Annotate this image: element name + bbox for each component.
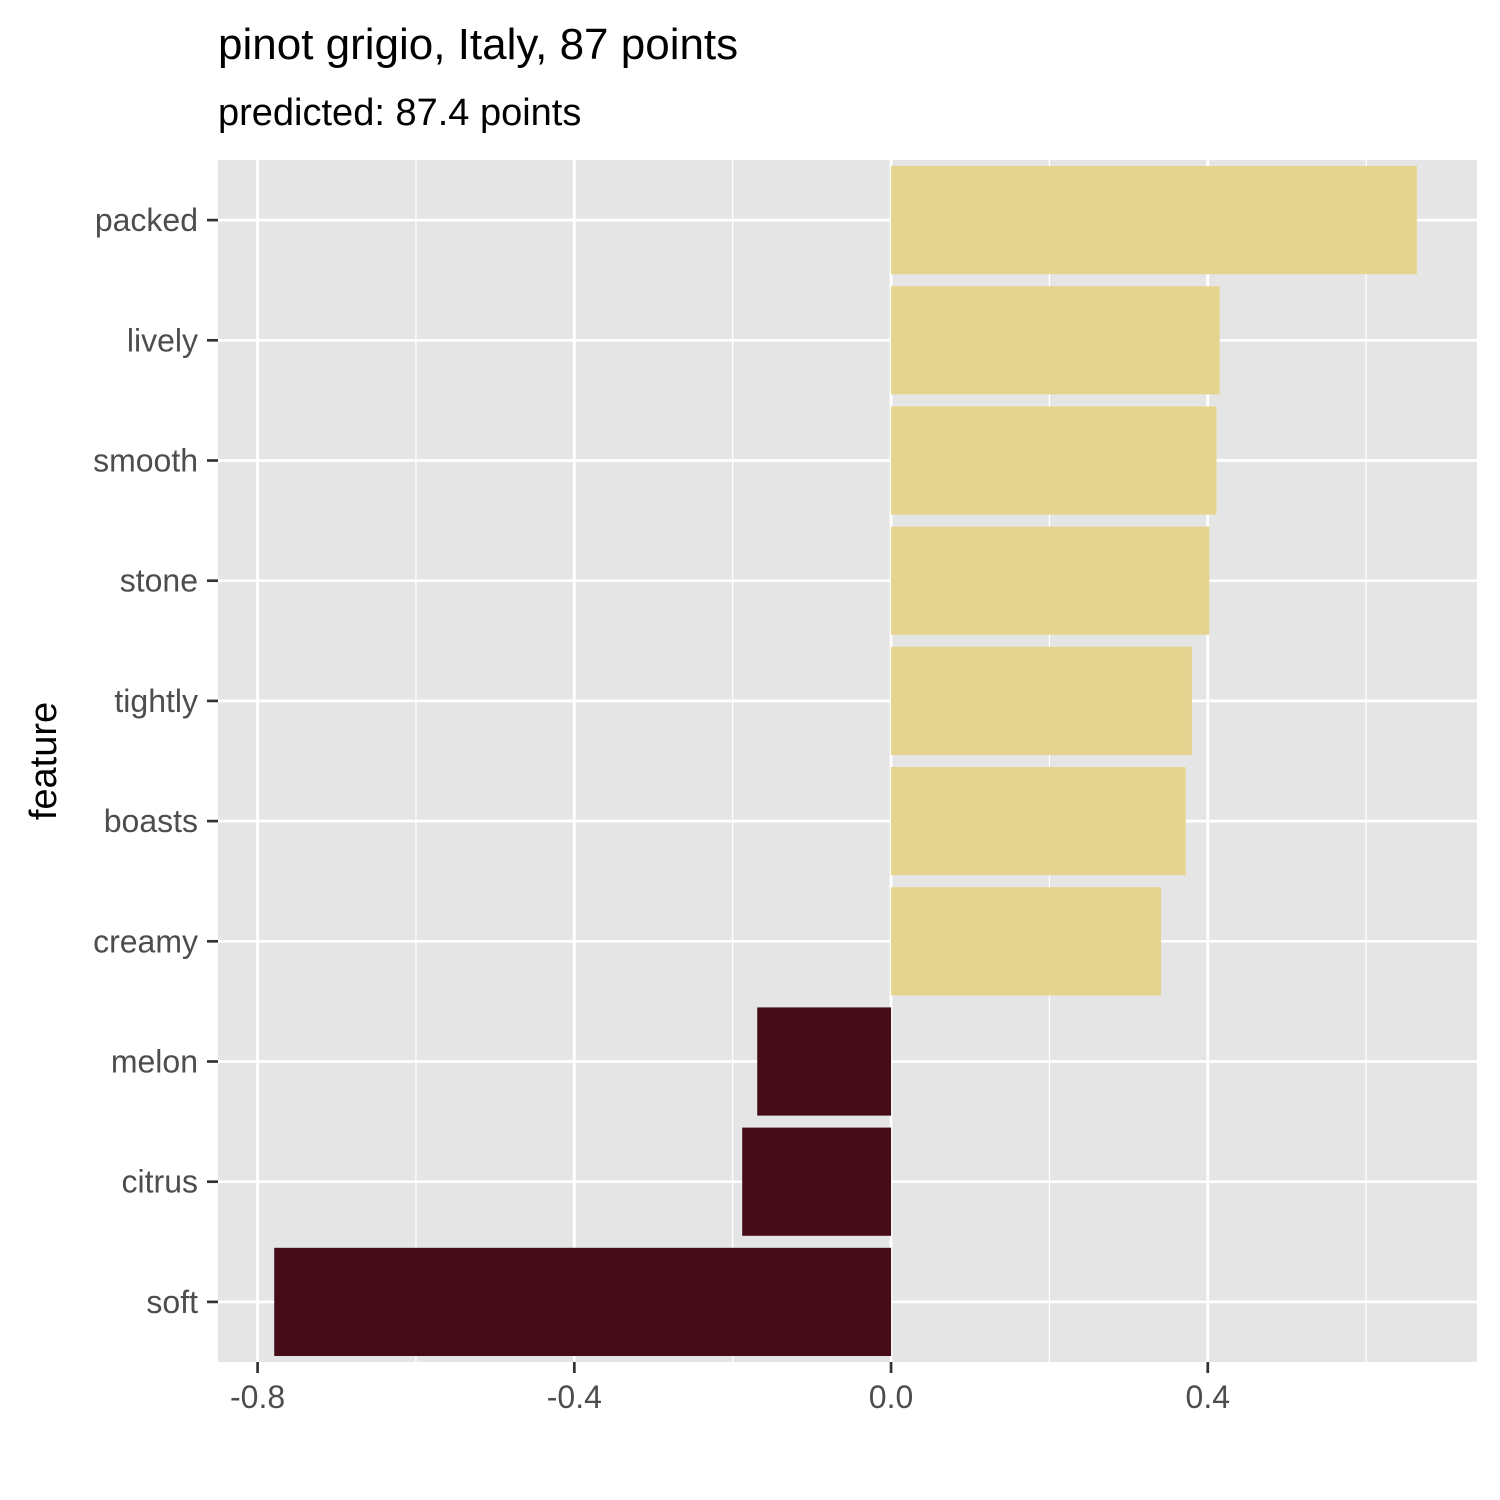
x-tick-label: -0.4 — [547, 1379, 602, 1415]
x-axis: -0.8 -0.4 0.0 0.4 — [230, 1362, 1230, 1415]
y-tick-label: creamy — [93, 923, 198, 959]
bar-packed — [891, 166, 1417, 275]
bar-creamy — [891, 887, 1162, 996]
x-tick-label: 0.0 — [869, 1379, 913, 1415]
y-tick-label: soft — [146, 1284, 198, 1320]
y-tick-label: melon — [111, 1044, 198, 1080]
y-tick-label: stone — [120, 563, 198, 599]
bar-stone — [891, 526, 1210, 635]
y-tick-label: tightly — [114, 683, 198, 719]
chart-title: pinot grigio, Italy, 87 points — [218, 20, 739, 69]
bars — [274, 166, 1417, 1356]
bar-tightly — [891, 646, 1192, 755]
y-tick-label: packed — [95, 202, 198, 238]
y-tick-label: lively — [127, 322, 198, 358]
y-tick-label: citrus — [122, 1164, 198, 1200]
x-tick-label: -0.8 — [230, 1379, 285, 1415]
y-axis-title: feature — [23, 702, 65, 820]
y-tick-label: smooth — [93, 443, 198, 479]
y-tick-label: boasts — [104, 803, 198, 839]
bar-boasts — [891, 767, 1186, 876]
bar-soft — [274, 1247, 892, 1356]
bar-smooth — [891, 406, 1217, 515]
bar-citrus — [742, 1127, 892, 1236]
chart-subtitle: predicted: 87.4 points — [218, 92, 582, 134]
bar-melon — [757, 1007, 892, 1116]
y-axis: packed lively smooth stone tightly boasts crea… — [93, 202, 218, 1320]
x-tick-label: 0.4 — [1186, 1379, 1230, 1415]
bar-lively — [891, 286, 1220, 395]
